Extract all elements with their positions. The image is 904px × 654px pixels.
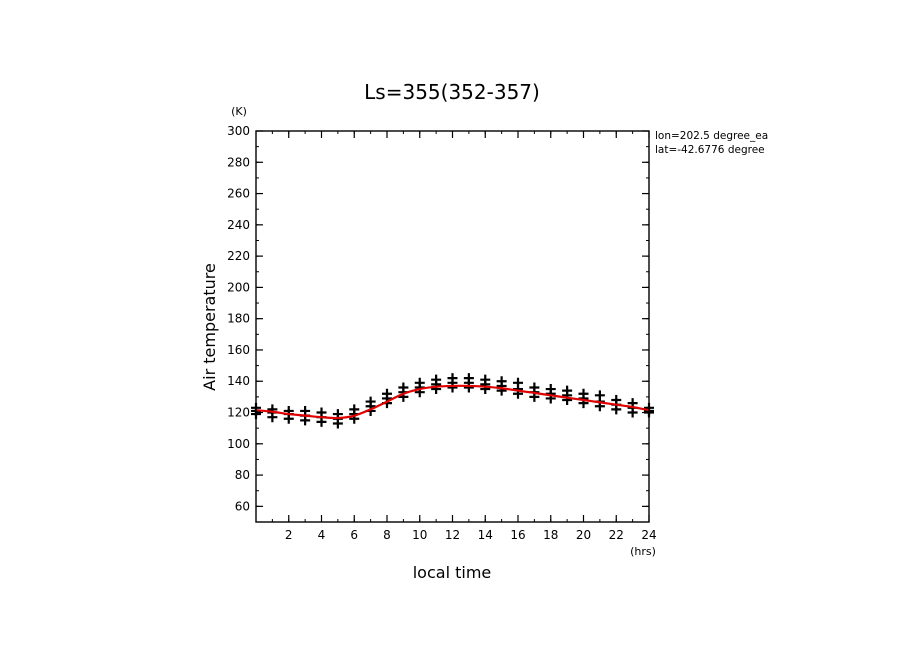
y-axis-label: Air temperature	[200, 263, 219, 391]
x-tick-label: 14	[478, 528, 493, 542]
x-tick-label: 22	[609, 528, 624, 542]
data-point	[316, 416, 327, 427]
y-tick-label: 300	[227, 124, 250, 138]
x-tick-label: 16	[510, 528, 525, 542]
plot-frame	[255, 130, 650, 523]
data-point	[447, 382, 458, 393]
y-tick-label: 260	[227, 187, 250, 201]
data-point	[627, 407, 638, 418]
y-unit-label: (K)	[231, 105, 247, 118]
x-axis-label: local time	[413, 563, 492, 582]
y-tick-label: 180	[227, 312, 250, 326]
data-point	[267, 412, 278, 423]
x-tick-label: 12	[445, 528, 460, 542]
data-point	[611, 404, 622, 415]
chart-title: Ls=355(352-357)	[364, 80, 540, 104]
x-tick-label: 24	[641, 528, 656, 542]
fit-line	[255, 384, 650, 420]
y-tick-label: 220	[227, 249, 250, 263]
fit-line-layer	[255, 384, 650, 420]
x-tick-label: 18	[543, 528, 558, 542]
data-point	[283, 413, 294, 424]
data-point	[300, 415, 311, 426]
y-tick-label: 280	[227, 155, 250, 169]
x-tick-label: 10	[412, 528, 427, 542]
y-tick-label: 200	[227, 280, 250, 294]
data-point	[332, 418, 343, 429]
y-tick-label: 80	[235, 468, 250, 482]
data-point	[463, 382, 474, 393]
y-tick-label: 240	[227, 218, 250, 232]
y-tick-label: 140	[227, 374, 250, 388]
x-tick-label: 20	[576, 528, 591, 542]
x-tick-label: 4	[318, 528, 326, 542]
annotation-lon: lon=202.5 degree_ea	[655, 130, 768, 142]
x-unit-label: (hrs)	[630, 545, 656, 558]
x-tick-label: 8	[383, 528, 391, 542]
y-tick-label: 160	[227, 343, 250, 357]
x-tick-label: 6	[350, 528, 358, 542]
y-tick-label: 60	[235, 499, 250, 513]
annotation-lat: lat=-42.6776 degree	[655, 144, 765, 156]
y-tick-label: 120	[227, 406, 250, 420]
y-tick-label: 100	[227, 437, 250, 451]
x-tick-label: 2	[285, 528, 293, 542]
